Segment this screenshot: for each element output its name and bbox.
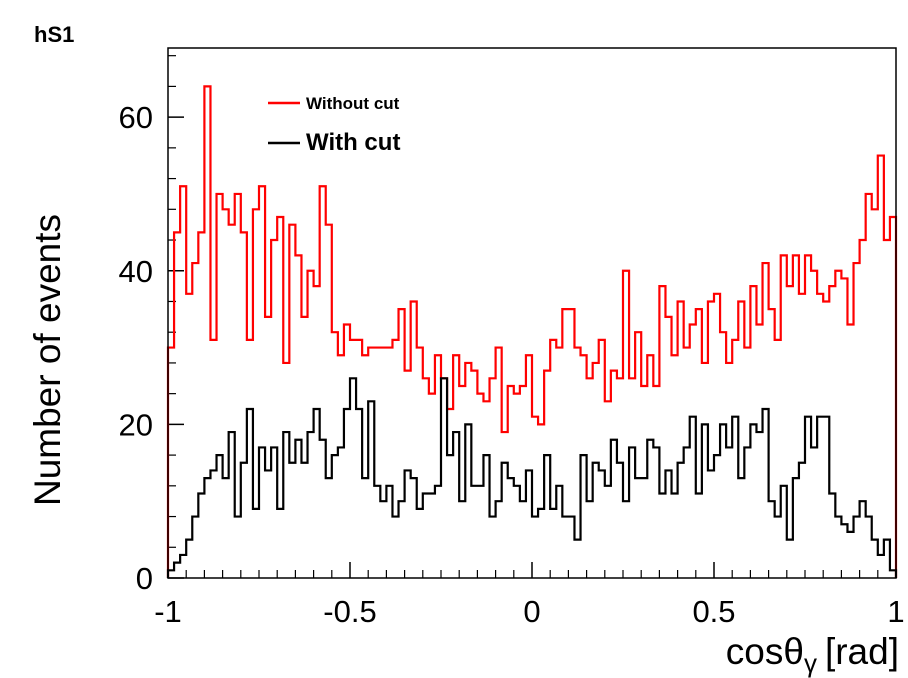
y-axis-title: Number of events [27, 214, 68, 506]
x-tick-label: 0 [523, 594, 540, 629]
x-axis-title: cosθγ [rad] [726, 631, 899, 678]
x-axis-title-sub: γ [804, 648, 817, 678]
series-with-cut-line [166, 377, 898, 578]
y-tick-label: 20 [119, 407, 153, 442]
x-axis-title-unit: [rad] [825, 631, 899, 672]
series-group [166, 85, 898, 578]
y-tick-label: 60 [119, 100, 153, 135]
y-tick-label: 40 [119, 254, 153, 289]
legend-label-without-cut: Without cut [306, 94, 400, 113]
y-tick-label: 0 [136, 561, 153, 596]
legend: Without cut With cut [268, 94, 400, 156]
x-tick-label: 0.5 [692, 594, 735, 629]
x-tick-label: 1 [887, 594, 904, 629]
series-without-cut-line [166, 85, 898, 578]
x-tick-label: -1 [154, 594, 182, 629]
x-axis-title-main: cosθ [726, 631, 804, 672]
x-tick-label: -0.5 [323, 594, 376, 629]
plot-frame [167, 47, 897, 579]
tick-labels: -1 -0.5 0 0.5 1 0 20 40 60 [119, 100, 905, 629]
legend-label-with-cut: With cut [306, 129, 400, 156]
histogram-name: hS1 [34, 22, 75, 47]
